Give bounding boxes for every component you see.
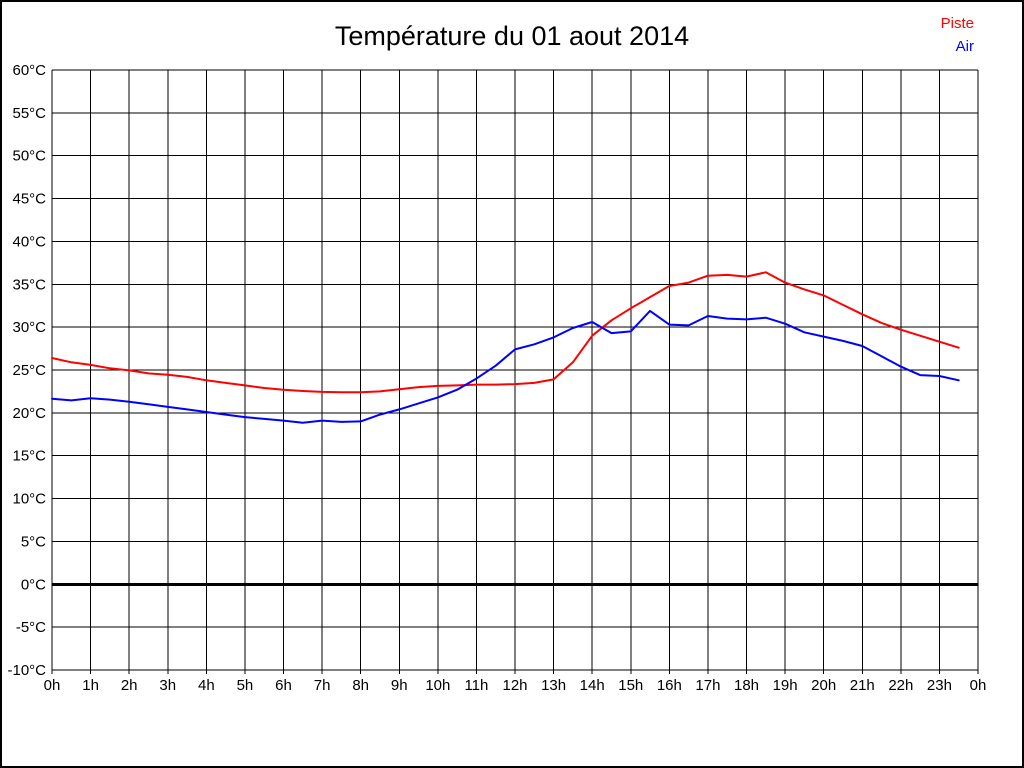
x-tick-label: 12h [502,677,527,694]
y-tick-label: 50°C [12,148,46,165]
x-tick-label: 9h [391,677,408,694]
legend-item-air: Air [955,38,974,55]
x-tick-label: 15h [618,677,643,694]
chart-legend: Piste Air [941,12,974,58]
x-tick-label: 6h [275,677,292,694]
x-tick-label: 19h [773,677,798,694]
chart-title: Température du 01 aout 2014 [334,21,690,51]
legend-item-piste: Piste [940,15,974,32]
series-line-air [51,309,960,424]
x-tick-label: 3h [159,677,176,694]
y-tick-label: 20°C [12,405,46,422]
x-tick-label: 0h [970,677,987,694]
x-tick-label: 8h [352,677,369,694]
x-tick-label: 13h [541,677,566,694]
x-tick-label: 17h [695,677,720,694]
x-tick-label: 0h [44,677,61,694]
series-line-piste [51,271,960,394]
y-tick-label: 30°C [12,319,46,336]
y-tick-label: 15°C [12,448,46,465]
y-tick-label: 5°C [21,533,46,550]
grid [51,69,979,674]
y-tick-label: 40°C [12,233,46,250]
x-tick-label: 22h [888,677,913,694]
x-tick-label: 5h [237,677,254,694]
x-tick-label: 21h [850,677,875,694]
x-tick-label: 11h [464,677,488,694]
y-tick-label: 0°C [21,576,46,593]
x-tick-label: 7h [314,677,331,694]
y-tick-label: -5°C [16,619,46,636]
y-tick-label: 35°C [12,276,46,293]
y-tick-label: 55°C [12,105,46,122]
x-tick-label: 16h [657,677,682,694]
y-tick-label: -10°C [7,662,46,679]
x-tick-label: 23h [927,677,952,694]
x-tick-label: 2h [121,677,138,694]
y-tick-label: 25°C [12,362,46,379]
x-tick-label: 18h [734,677,759,694]
y-tick-label: 45°C [12,191,46,208]
axis-labels: 60°C 55°C 50°C 45°C 40°C 35°C 30°C 25°C 20°C 15°C… [7,62,986,694]
y-tick-label: 60°C [12,62,46,79]
x-tick-label: 10h [425,677,450,694]
x-tick-label: 4h [198,677,215,694]
x-tick-label: 1h [82,677,99,694]
x-tick-label: 14h [580,677,605,694]
y-tick-label: 10°C [12,491,46,508]
x-tick-label: 20h [811,677,836,694]
